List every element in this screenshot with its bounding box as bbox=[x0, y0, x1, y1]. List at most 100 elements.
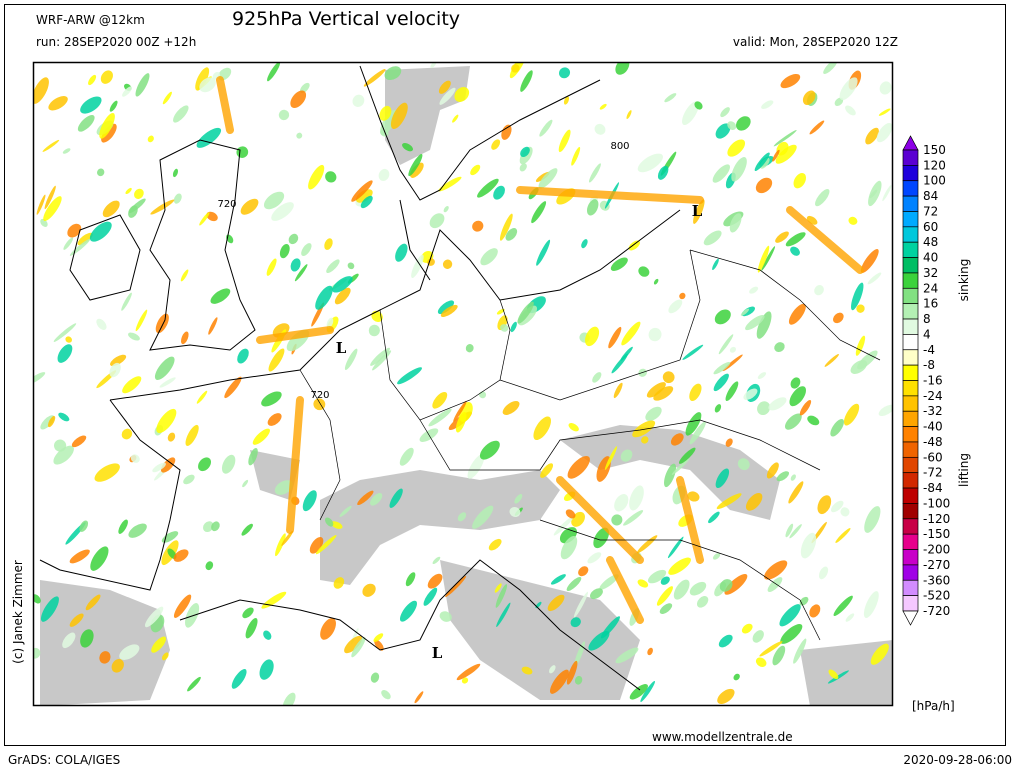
field-patch bbox=[159, 377, 176, 388]
terrain bbox=[385, 66, 470, 165]
field-patch bbox=[632, 420, 656, 438]
field-patch bbox=[77, 232, 93, 246]
field-patch bbox=[845, 105, 856, 116]
field-patch bbox=[380, 129, 389, 137]
field-patch bbox=[608, 326, 622, 349]
field-streak bbox=[516, 186, 704, 204]
field-patch bbox=[664, 463, 677, 488]
timestamp: 2020-09-28-06:00 bbox=[903, 753, 1012, 767]
field-patch bbox=[533, 416, 552, 441]
field-patch bbox=[818, 566, 829, 580]
field-patch bbox=[855, 335, 866, 356]
field-patch bbox=[757, 245, 770, 273]
field-patch bbox=[693, 199, 705, 224]
field-patch bbox=[240, 198, 259, 215]
field-patch bbox=[549, 665, 556, 674]
field-patch bbox=[470, 164, 481, 176]
field-patch bbox=[749, 286, 759, 294]
field-patch bbox=[809, 120, 825, 135]
legend-level-label: -32 bbox=[923, 404, 943, 418]
field-patch bbox=[656, 586, 673, 606]
field-patch bbox=[550, 574, 566, 585]
field-patch bbox=[389, 488, 403, 508]
field-patch bbox=[593, 527, 610, 549]
field-patch bbox=[252, 428, 270, 445]
field-patch bbox=[53, 323, 77, 342]
field-patch bbox=[296, 132, 303, 139]
field-patch bbox=[85, 594, 101, 611]
field-patch bbox=[539, 119, 553, 137]
field-patch bbox=[96, 318, 107, 330]
field-patch bbox=[47, 415, 56, 428]
field-patch bbox=[586, 199, 599, 216]
field-patch bbox=[71, 435, 87, 448]
field-patch bbox=[505, 228, 518, 241]
field-patch bbox=[623, 510, 644, 526]
field-patch bbox=[719, 579, 733, 592]
field-patch bbox=[245, 617, 258, 639]
field-patch bbox=[657, 165, 669, 180]
field-patch bbox=[493, 185, 505, 200]
legend-level-label: -150 bbox=[923, 527, 950, 541]
field-patch bbox=[33, 647, 41, 659]
field-patch bbox=[668, 299, 683, 314]
field-patch bbox=[101, 123, 117, 143]
field-patch bbox=[397, 367, 422, 385]
field-patch bbox=[237, 348, 249, 364]
field-patch bbox=[514, 494, 523, 504]
field-patch bbox=[780, 624, 803, 644]
field-patch bbox=[722, 354, 743, 372]
field-patch bbox=[242, 607, 254, 619]
legend-box bbox=[902, 149, 919, 166]
terrain bbox=[440, 560, 640, 700]
field-patch bbox=[611, 514, 623, 526]
legend-level-label: -16 bbox=[923, 374, 943, 388]
field-patch bbox=[455, 411, 467, 433]
field-patch bbox=[817, 495, 832, 515]
field-patch bbox=[152, 462, 166, 473]
field-patch bbox=[574, 641, 586, 668]
field-patch bbox=[479, 440, 500, 460]
field-patch bbox=[57, 344, 73, 363]
field-patch bbox=[36, 194, 46, 215]
field-patch bbox=[147, 135, 154, 143]
legend-level-label: -60 bbox=[923, 450, 943, 464]
field-patch bbox=[774, 342, 785, 353]
field-patch bbox=[180, 331, 189, 345]
field-patch bbox=[807, 415, 820, 426]
legend-box bbox=[902, 503, 919, 520]
field-patch bbox=[802, 90, 816, 105]
field-patch bbox=[290, 258, 301, 272]
field-patch bbox=[863, 591, 879, 618]
field-patch bbox=[173, 594, 192, 618]
field-patch bbox=[454, 86, 470, 102]
field-patch bbox=[494, 583, 502, 593]
field-patch bbox=[833, 312, 844, 324]
field-patch bbox=[130, 454, 140, 463]
field-patch bbox=[502, 401, 520, 415]
field-patch bbox=[708, 511, 720, 524]
field-patch bbox=[718, 634, 733, 648]
field-patch bbox=[439, 611, 452, 622]
field-patch bbox=[248, 447, 258, 466]
field-patch bbox=[500, 324, 509, 332]
field-patch bbox=[809, 604, 821, 618]
field-patch bbox=[438, 80, 451, 94]
field-patch bbox=[62, 632, 76, 649]
field-patch bbox=[221, 454, 236, 474]
field-patch bbox=[520, 70, 533, 92]
field-patch bbox=[824, 354, 839, 367]
legend-box bbox=[902, 318, 919, 335]
field-patch bbox=[789, 524, 802, 539]
field-patch bbox=[326, 259, 340, 273]
field-streak bbox=[256, 326, 334, 344]
field-patch bbox=[776, 471, 789, 482]
field-patch bbox=[789, 386, 807, 407]
field-patch bbox=[125, 187, 132, 195]
field-patch bbox=[540, 463, 554, 478]
legend-box bbox=[902, 226, 919, 243]
field-patch bbox=[590, 588, 603, 600]
border bbox=[539, 519, 821, 641]
title: 925hPa Vertical velocity bbox=[232, 8, 460, 30]
